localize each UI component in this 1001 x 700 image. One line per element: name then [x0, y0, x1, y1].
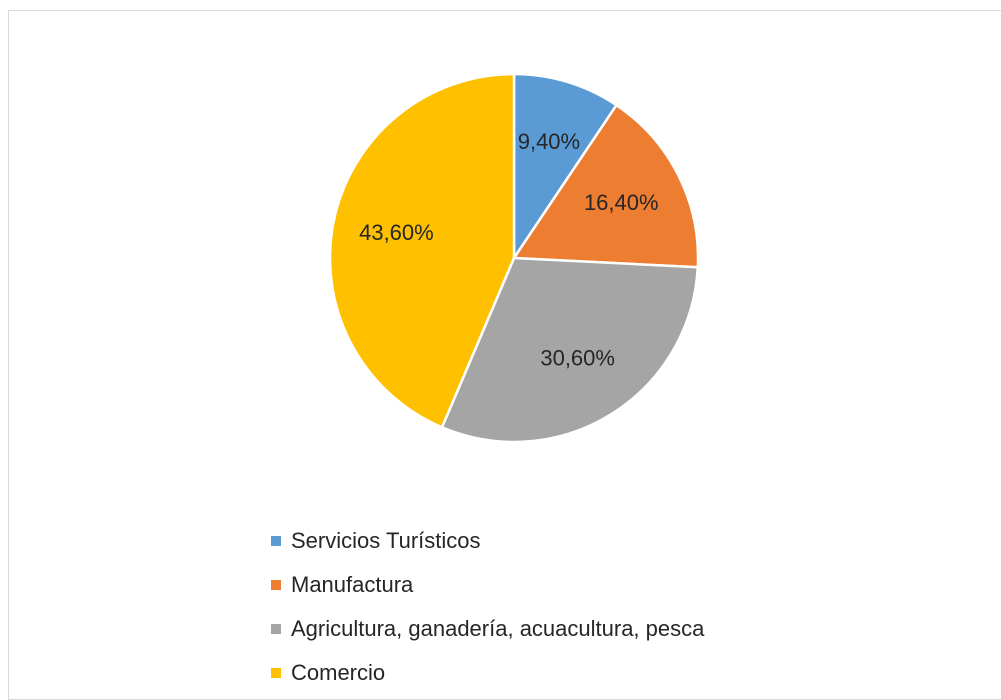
legend-swatch [271, 536, 281, 546]
data-label-manufactura: 16,40% [584, 190, 659, 215]
pie-slice-servicios-turisticos [512, 72, 618, 260]
pie-slice-manufactura [512, 103, 700, 269]
pie-slice-agricultura-ganaderia-acuacultura-pesca [440, 256, 700, 444]
legend-item-comercio: Comercio [271, 651, 704, 695]
legend-swatch [271, 624, 281, 634]
legend-label: Comercio [291, 660, 386, 685]
pie-slice-comercio [328, 72, 516, 429]
data-label-servicios-turisticos: 9,40% [518, 129, 580, 154]
legend-label: Manufactura [291, 572, 414, 597]
data-label-comercio: 43,60% [359, 220, 434, 245]
legend-swatch [271, 580, 281, 590]
legend-item-manufactura: Manufactura [271, 563, 704, 607]
pie-chart: 9,40% 16,40% 30,60% 43,60% [328, 72, 700, 444]
chart-legend: Servicios Turísticos Manufactura Agricultu… [271, 519, 704, 695]
pie-slices [328, 72, 700, 444]
legend-item-servicios-turisticos: Servicios Turísticos [271, 519, 704, 563]
legend-swatch [271, 668, 281, 678]
data-label-agricultura-ganaderia-acuacultura-pesca: 30,60% [540, 346, 615, 371]
legend-label: Agricultura, ganadería, acuacultura, pes… [291, 616, 705, 641]
chart-frame: 9,40% 16,40% 30,60% 43,60% Servicios Turíst… [8, 10, 1001, 700]
legend-label: Servicios Turísticos [291, 528, 481, 553]
legend-item-agricultura-ganaderia-acuacultura-pesca: Agricultura, ganadería, acuacultura, pes… [271, 607, 704, 651]
pie-data-labels: 9,40% 16,40% 30,60% 43,60% [359, 129, 658, 371]
